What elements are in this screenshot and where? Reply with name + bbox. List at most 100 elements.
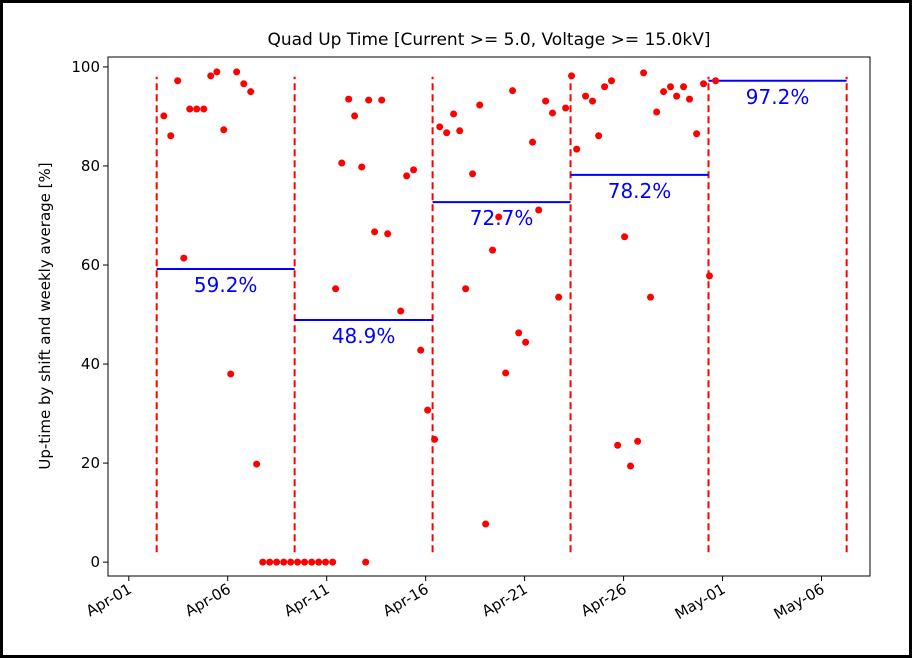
point [555,293,563,301]
point [410,166,418,174]
point [200,105,208,113]
point [456,127,464,135]
point [680,83,688,91]
point [403,172,411,180]
point [193,105,201,113]
point [542,97,550,105]
chart-title: Quad Up Time [Current >= 5.0, Voltage >=… [267,30,710,50]
point [362,558,370,566]
point [345,95,353,103]
y-axis-label: Up-time by shift and weekly average [%] [36,162,54,469]
y-tick-label: 40 [81,355,100,373]
y-tick-label: 0 [90,553,100,571]
point [450,110,458,118]
point [315,558,323,566]
x-tick-label: Apr-06 [182,580,234,620]
y-tick-label: 100 [71,58,100,76]
y-tick-label: 60 [81,256,100,274]
average-label: 59.2% [194,273,258,297]
point [174,77,182,85]
point [220,126,228,134]
point [535,206,543,214]
point [397,307,405,315]
point [436,123,444,131]
point [712,77,720,85]
point [227,370,235,378]
point [266,558,274,566]
point [365,96,373,104]
average-label: 97.2% [746,85,810,109]
point [621,233,629,241]
point [502,369,510,377]
point [233,68,241,76]
point [431,435,439,443]
point [308,558,316,566]
x-tick-label: May-01 [672,580,729,623]
y-tick-label: 80 [81,157,100,175]
point [549,109,557,117]
point [273,558,281,566]
x-tick-label: Apr-26 [578,580,630,620]
point [329,558,337,566]
point [634,437,642,445]
point [280,558,288,566]
point [384,230,392,238]
point [186,105,194,113]
point [614,441,622,449]
x-tick-label: Apr-01 [83,580,135,620]
point [322,558,330,566]
point [705,272,713,280]
x-tick-label: Apr-16 [380,580,432,620]
point [595,132,603,140]
x-tick-label: Apr-11 [281,580,333,620]
point [673,92,681,100]
point [160,112,168,120]
point [371,228,379,236]
plot-frame [107,56,871,577]
point [338,159,346,167]
point [522,338,530,346]
point [685,95,693,103]
point [660,88,668,96]
point [253,460,261,468]
point [489,246,497,254]
point [700,80,708,88]
point [240,80,248,88]
point [207,72,215,80]
point [582,92,590,100]
point [424,406,432,414]
point [213,68,221,76]
point [529,138,537,146]
point [627,462,635,470]
y-tick-label: 20 [81,454,100,472]
point [562,104,570,112]
point [482,520,490,528]
x-tick-label: May-06 [771,580,828,623]
point [515,329,523,337]
point [462,285,470,293]
average-label: 78.2% [608,179,672,203]
point [417,346,425,354]
point [287,558,295,566]
point [247,88,255,96]
point [653,108,661,116]
point [568,72,576,80]
point [358,163,366,171]
point [167,132,175,140]
point [332,285,340,293]
point [589,97,597,105]
point [601,83,609,91]
point [647,293,655,301]
average-label: 48.9% [332,324,396,348]
point [476,101,484,109]
point [469,170,477,178]
point [259,558,267,566]
point [443,129,451,137]
point [495,213,503,221]
point [180,254,188,262]
point [351,112,359,120]
point [509,87,517,95]
x-tick-label: Apr-21 [479,580,531,620]
